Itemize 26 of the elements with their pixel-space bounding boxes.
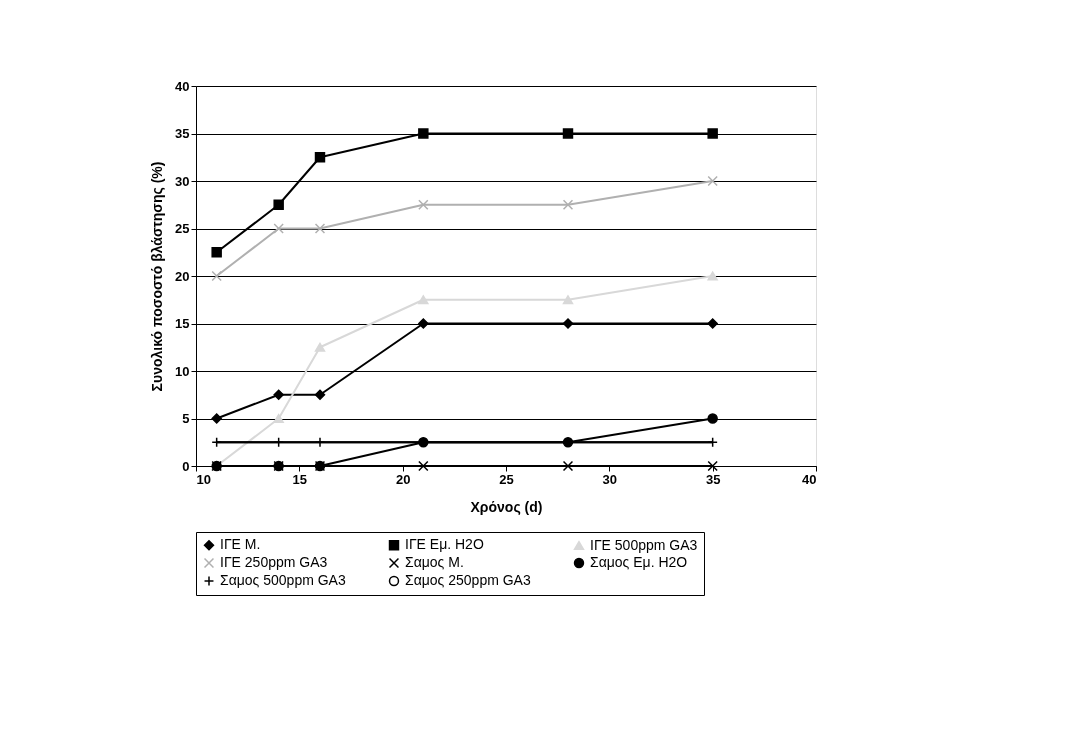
x-axis-title: Χρόνος (d) bbox=[470, 498, 543, 515]
legend-label: ΙΓΕ 500ppm GA3 bbox=[590, 536, 698, 553]
x-tick-label: 35 bbox=[705, 471, 721, 487]
y-tick-label: 15 bbox=[175, 316, 190, 331]
y-tick-label: 5 bbox=[182, 411, 190, 426]
legend-label: Σαμος 500ppm GA3 bbox=[220, 572, 346, 588]
x-tick-label: 15 bbox=[292, 471, 308, 487]
legend-label: ΙΓΕ 250ppm GA3 bbox=[220, 554, 328, 570]
y-tick-label: 25 bbox=[175, 221, 190, 236]
legend-label: ΙΓΕ Μ. bbox=[220, 536, 261, 553]
y-tick-label: 20 bbox=[175, 268, 190, 284]
x-tick-label: 40 bbox=[802, 471, 817, 487]
y-tick-label: 0 bbox=[182, 458, 190, 474]
x-tick-label: 25 bbox=[499, 471, 514, 487]
legend-label: Σαμος Εμ. H2O bbox=[590, 554, 688, 570]
y-axis-title: Συνολικό ποσοστό βλάστησης (%) bbox=[149, 161, 166, 392]
x-tick-label: 30 bbox=[602, 471, 618, 487]
legend-label: Σαμος Μ. bbox=[405, 554, 464, 570]
y-tick-label: 35 bbox=[175, 126, 190, 141]
legend-label: ΙΓΕ Εμ. H2O bbox=[405, 536, 484, 553]
x-tick-label: 10 bbox=[196, 471, 211, 487]
y-tick-label: 10 bbox=[175, 363, 190, 379]
legend-label: Σαμος 250ppm GA3 bbox=[405, 572, 531, 588]
y-tick-label: 40 bbox=[175, 78, 190, 94]
y-tick-label: 30 bbox=[175, 173, 190, 189]
x-tick-label: 20 bbox=[395, 471, 411, 487]
